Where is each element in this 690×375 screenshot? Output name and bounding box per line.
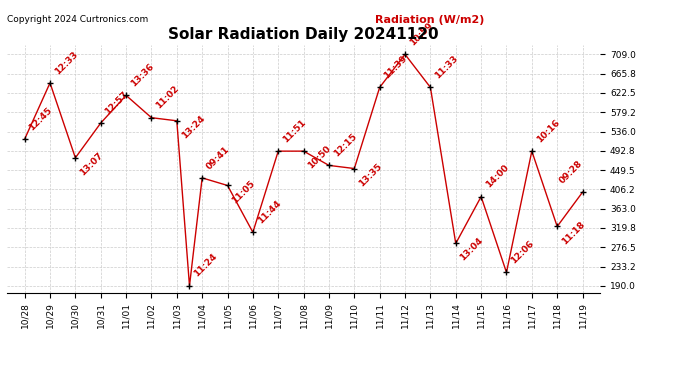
Text: 09:28: 09:28 — [558, 159, 584, 185]
Text: 10:59: 10:59 — [408, 21, 435, 47]
Text: 11:44: 11:44 — [256, 199, 282, 225]
Text: 11:05: 11:05 — [230, 178, 257, 205]
Text: 12:33: 12:33 — [53, 50, 79, 76]
Text: 14:00: 14:00 — [484, 163, 511, 190]
Text: 11:18: 11:18 — [560, 219, 586, 246]
Text: Copyright 2024 Curtronics.com: Copyright 2024 Curtronics.com — [7, 15, 148, 24]
Text: 10:16: 10:16 — [535, 118, 561, 144]
Text: 13:35: 13:35 — [357, 161, 384, 188]
Text: 11:39: 11:39 — [382, 54, 409, 80]
Text: 12:57: 12:57 — [104, 89, 130, 116]
Text: 11:24: 11:24 — [193, 252, 219, 279]
Text: 09:41: 09:41 — [205, 144, 232, 171]
Text: 12:15: 12:15 — [332, 132, 358, 159]
Text: 13:04: 13:04 — [459, 236, 485, 263]
Title: Solar Radiation Daily 20241120: Solar Radiation Daily 20241120 — [168, 27, 439, 42]
Text: 12:45: 12:45 — [28, 105, 54, 132]
Text: 11:33: 11:33 — [433, 54, 460, 80]
Text: Radiation (W/m2): Radiation (W/m2) — [375, 15, 484, 25]
Text: 13:24: 13:24 — [179, 114, 206, 140]
Text: 11:51: 11:51 — [281, 118, 308, 144]
Text: 12:06: 12:06 — [509, 239, 535, 266]
Text: 13:07: 13:07 — [78, 151, 105, 177]
Text: 11:02: 11:02 — [155, 84, 181, 111]
Text: 13:36: 13:36 — [129, 62, 155, 88]
Text: 10:50: 10:50 — [306, 144, 333, 171]
